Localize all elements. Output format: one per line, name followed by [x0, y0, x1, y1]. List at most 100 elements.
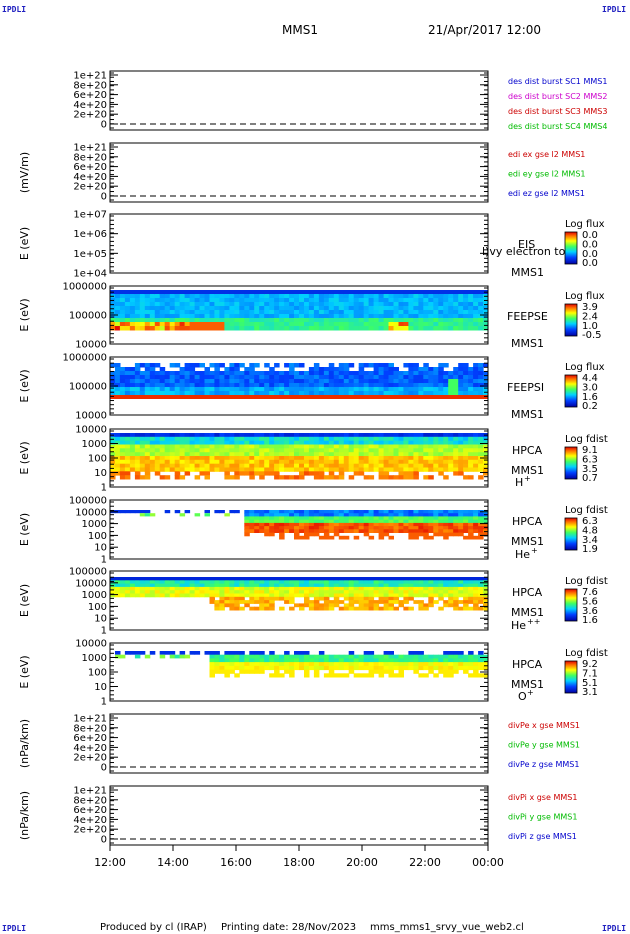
spectrogram-cell [348, 596, 355, 601]
spectrogram-cell [393, 475, 399, 480]
spectrogram-cell [269, 371, 275, 376]
spectrogram-cell [299, 298, 305, 303]
spectrogram-cell [239, 375, 245, 380]
spectrogram-cell [393, 387, 399, 392]
spectrogram-cell [164, 463, 171, 468]
spectrogram-cell [264, 459, 270, 465]
spectrogram-cell [144, 577, 151, 581]
spectrogram-cell [473, 577, 479, 581]
spectrogram-cell [413, 326, 419, 331]
spectrogram-cell [269, 519, 275, 524]
spectrogram-cell [478, 593, 484, 598]
spectrogram-cell [144, 654, 151, 659]
spectrogram-cell [110, 475, 116, 480]
spectrogram-cell [428, 448, 434, 453]
spectrogram-cell [313, 436, 320, 442]
spectrogram-cell [318, 298, 325, 303]
spectrogram-cell [134, 375, 141, 380]
spectrogram-cell [224, 436, 230, 442]
spectrogram-cell [169, 433, 176, 438]
spectrogram-cell [164, 314, 171, 319]
spectrogram-cell [373, 326, 380, 331]
spectrogram-cell [318, 467, 325, 472]
spectrogram-cell [264, 387, 270, 392]
spectrogram-cell [244, 306, 250, 311]
spectrogram-cell [448, 391, 454, 396]
spectrogram-cell [358, 383, 365, 388]
spectrogram-cell [458, 371, 464, 376]
spectrogram-cell [323, 577, 330, 581]
spectrogram-cell [244, 440, 250, 445]
spectrogram-cell [368, 375, 375, 380]
spectrogram-cell [353, 371, 360, 376]
spectrogram-cell [224, 452, 230, 457]
spectrogram-cell [433, 467, 439, 472]
spectrogram-cell [269, 459, 275, 465]
colorbar-tick-label: 3.0 [582, 382, 598, 393]
spectrogram-cell [388, 651, 394, 656]
spectrogram-cell [229, 463, 235, 468]
spectrogram-cell [343, 456, 350, 461]
spectrogram-cell [179, 654, 186, 659]
spectrogram-cell [378, 580, 385, 585]
spectrogram-cell [189, 306, 196, 311]
spectrogram-cell [468, 529, 474, 533]
spectrogram-cell [448, 318, 454, 323]
spectrogram-cell [274, 363, 280, 368]
spectrogram-cell [378, 318, 385, 323]
spectrogram-cell [308, 302, 315, 307]
spectrogram-cell [343, 673, 350, 678]
spectrogram-cell [398, 471, 404, 476]
spectrogram-cell [338, 375, 345, 380]
spectrogram-cell [373, 654, 380, 659]
spectrogram-cell [368, 665, 375, 671]
spectrogram-cell [313, 395, 320, 399]
spectrogram-cell [149, 395, 156, 399]
spectrogram-cell [289, 669, 295, 674]
spectrogram-cell [418, 459, 424, 465]
x-tick-label: 00:00 [472, 856, 504, 869]
spectrogram-cell [224, 367, 230, 372]
spacecraft-label: MMS1 [511, 408, 544, 421]
spectrogram-cell [244, 314, 250, 319]
spectrogram-cell [353, 593, 360, 598]
spectrogram-cell [289, 302, 295, 307]
spectrogram-cell [115, 448, 121, 453]
spectrogram-cell [358, 662, 365, 667]
y-tick-label: 2e+20 [73, 825, 107, 836]
spectrogram-cell [234, 306, 240, 311]
spectrogram-cell [338, 463, 345, 468]
spectrogram-cell [378, 519, 385, 524]
spectrogram-cell [279, 583, 285, 588]
spectrogram-cell [348, 444, 355, 449]
spectrogram-cell [214, 583, 220, 588]
panel-frame [109, 213, 489, 274]
spectrogram-cell [129, 467, 136, 472]
spectrogram-cell [115, 326, 121, 331]
spectrogram-cell [199, 326, 205, 331]
spectrogram-cell [468, 654, 474, 659]
spectrogram-cell [468, 371, 474, 376]
spectrogram-cell [418, 654, 424, 659]
spectrogram-cell [254, 596, 260, 601]
spectrogram-cell [373, 519, 380, 524]
spectrogram-cell [353, 662, 360, 667]
colorbar-tick-label: 4.8 [582, 525, 598, 536]
spectrogram-cell [358, 673, 365, 678]
spectrogram-cell [149, 580, 156, 585]
spectrogram-cell [478, 590, 484, 594]
spectrogram-cell [239, 471, 245, 476]
spectrogram-cell [239, 456, 245, 461]
spectrogram-cell [463, 467, 469, 472]
corner-label-top-left: IPDLI [2, 5, 26, 14]
spectrogram-cell [249, 440, 255, 445]
spectrogram-cell [199, 440, 205, 445]
spectrogram-cell [274, 654, 280, 659]
spectrogram-cell [219, 658, 225, 663]
spectrogram-cell [323, 673, 330, 678]
y-tick-label: 100 [88, 531, 107, 542]
spectrogram-cell [144, 463, 151, 468]
spectrogram-cell [209, 395, 215, 399]
spectrogram-cell [393, 371, 399, 376]
spectrogram-cell [184, 302, 191, 307]
